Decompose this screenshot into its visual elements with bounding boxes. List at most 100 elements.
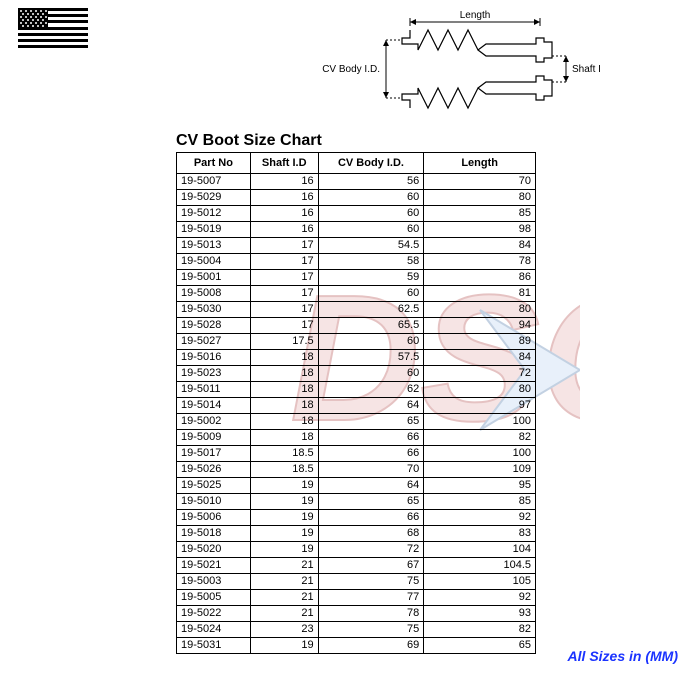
- table-cell: 59: [318, 270, 424, 286]
- table-cell: 82: [424, 430, 536, 446]
- table-row: 19-5011186280: [177, 382, 536, 398]
- table-cell: 54.5: [318, 238, 424, 254]
- table-cell: 21: [250, 574, 318, 590]
- table-cell: 70: [318, 462, 424, 478]
- table-cell: 19-5016: [177, 350, 251, 366]
- table-row: 19-5004175878: [177, 254, 536, 270]
- table-row: 19-50161857.584: [177, 350, 536, 366]
- table-cell: 19-5024: [177, 622, 251, 638]
- table-cell: 60: [318, 190, 424, 206]
- col-header: CV Body I.D.: [318, 153, 424, 174]
- table-cell: 64: [318, 398, 424, 414]
- table-cell: 66: [318, 430, 424, 446]
- table-cell: 100: [424, 446, 536, 462]
- table-cell: 19-5025: [177, 478, 251, 494]
- table-cell: 17: [250, 254, 318, 270]
- table-cell: 60: [318, 286, 424, 302]
- table-cell: 19: [250, 542, 318, 558]
- table-row: 19-5029166080: [177, 190, 536, 206]
- table-cell: 19: [250, 478, 318, 494]
- table-cell: 60: [318, 334, 424, 350]
- table-cell: 86: [424, 270, 536, 286]
- table-cell: 19-5030: [177, 302, 251, 318]
- table-row: 19-5019166098: [177, 222, 536, 238]
- table-cell: 19-5013: [177, 238, 251, 254]
- table-cell: 19-5012: [177, 206, 251, 222]
- table-cell: 16: [250, 174, 318, 190]
- table-row: 19-502717.56089: [177, 334, 536, 350]
- col-header: Shaft I.D: [250, 153, 318, 174]
- table-cell: 93: [424, 606, 536, 622]
- table-cell: 19-5017: [177, 446, 251, 462]
- table-cell: 104: [424, 542, 536, 558]
- col-header: Length: [424, 153, 536, 174]
- table-row: 19-50301762.580: [177, 302, 536, 318]
- table-cell: 72: [318, 542, 424, 558]
- table-cell: 18.5: [250, 446, 318, 462]
- table-cell: 19-5020: [177, 542, 251, 558]
- table-row: 19-5006196692: [177, 510, 536, 526]
- size-chart-table: Part No Shaft I.D CV Body I.D. Length 19…: [176, 152, 536, 654]
- table-cell: 16: [250, 222, 318, 238]
- table-cell: 18.5: [250, 462, 318, 478]
- table-cell: 19-5005: [177, 590, 251, 606]
- table-cell: 80: [424, 382, 536, 398]
- table-cell: 18: [250, 350, 318, 366]
- table-cell: 19-5031: [177, 638, 251, 654]
- table-cell: 19-5028: [177, 318, 251, 334]
- table-cell: 65: [424, 638, 536, 654]
- table-cell: 19: [250, 510, 318, 526]
- table-cell: 18: [250, 382, 318, 398]
- diagram-length-label: Length: [460, 10, 491, 21]
- table-cell: 19-5011: [177, 382, 251, 398]
- table-cell: 65.5: [318, 318, 424, 334]
- table-row: 19-50131754.584: [177, 238, 536, 254]
- table-cell: 18: [250, 366, 318, 382]
- table-cell: 92: [424, 590, 536, 606]
- table-cell: 19-5027: [177, 334, 251, 350]
- table-row: 19-5022217893: [177, 606, 536, 622]
- table-cell: 92: [424, 510, 536, 526]
- table-row: 19-50281765.594: [177, 318, 536, 334]
- table-cell: 17: [250, 318, 318, 334]
- table-cell: 85: [424, 206, 536, 222]
- table-cell: 19-5003: [177, 574, 251, 590]
- table-cell: 16: [250, 190, 318, 206]
- table-row: 19-501718.566100: [177, 446, 536, 462]
- table-cell: 19-5029: [177, 190, 251, 206]
- table-cell: 19: [250, 638, 318, 654]
- table-cell: 19: [250, 526, 318, 542]
- table-cell: 82: [424, 622, 536, 638]
- table-cell: 19-5002: [177, 414, 251, 430]
- table-row: 19-5023186072: [177, 366, 536, 382]
- table-cell: 66: [318, 446, 424, 462]
- table-row: 19-5005217792: [177, 590, 536, 606]
- table-cell: 17: [250, 286, 318, 302]
- table-header-row: Part No Shaft I.D CV Body I.D. Length: [177, 153, 536, 174]
- table-cell: 21: [250, 590, 318, 606]
- table-cell: 94: [424, 318, 536, 334]
- table-cell: 19-5004: [177, 254, 251, 270]
- table-cell: 19-5008: [177, 286, 251, 302]
- table-cell: 19-5018: [177, 526, 251, 542]
- table-row: 19-5018196883: [177, 526, 536, 542]
- table-cell: 19: [250, 494, 318, 510]
- table-cell: 78: [424, 254, 536, 270]
- table-cell: 17: [250, 238, 318, 254]
- chart-title: CV Boot Size Chart: [176, 132, 536, 150]
- table-cell: 80: [424, 302, 536, 318]
- table-row: 19-50021865100: [177, 414, 536, 430]
- table-row: 19-5009186682: [177, 430, 536, 446]
- table-row: 19-502618.570109: [177, 462, 536, 478]
- table-cell: 66: [318, 510, 424, 526]
- table-cell: 80: [424, 190, 536, 206]
- table-cell: 67: [318, 558, 424, 574]
- table-cell: 19-5009: [177, 430, 251, 446]
- table-row: 19-5007165670: [177, 174, 536, 190]
- table-cell: 89: [424, 334, 536, 350]
- table-row: 19-5012166085: [177, 206, 536, 222]
- table-cell: 19-5021: [177, 558, 251, 574]
- table-cell: 65: [318, 494, 424, 510]
- table-cell: 17: [250, 302, 318, 318]
- table-cell: 60: [318, 222, 424, 238]
